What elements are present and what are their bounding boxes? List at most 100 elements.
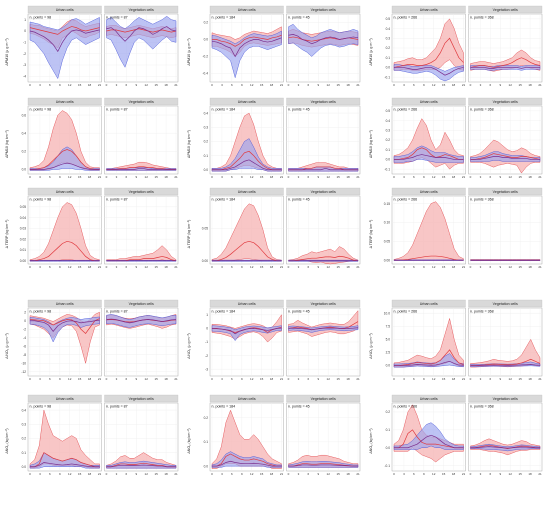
y-tick-label: 0.3	[204, 125, 209, 129]
y-tick-label: 0	[24, 319, 26, 323]
x-tick-label: 6	[490, 175, 492, 179]
x-tick-label: 21	[462, 377, 466, 381]
series-line-red	[212, 453, 282, 467]
y-axis-label: Δ TERP (kg km⁻²)	[5, 220, 9, 249]
facet-strip-label: Urban cells	[420, 8, 438, 12]
x-tick-label: 3	[298, 175, 300, 179]
x-tick-label: 9	[241, 175, 243, 179]
y-tick-label: 0	[206, 327, 208, 331]
x-tick-label: 18	[164, 83, 168, 87]
y-axis-label: ΔPM10 (kg km⁻²)	[5, 130, 9, 158]
facet-strip	[468, 394, 543, 403]
facet-strip	[27, 187, 102, 196]
y-tick-label: 0.1	[22, 451, 27, 455]
series-line-blue	[470, 446, 540, 449]
series-line-blue	[30, 319, 100, 332]
series-line-blue	[106, 318, 177, 324]
facet-strip-label: Vegetation cells	[311, 397, 336, 401]
facet-strip-label: Urban cells	[238, 397, 256, 401]
x-tick-label: 12	[250, 472, 254, 476]
n-points-label: n. points = 266	[394, 108, 418, 112]
series-line-blue	[288, 34, 359, 45]
x-tick-label: 3	[403, 83, 405, 87]
facet-strip-label: Urban cells	[238, 302, 256, 306]
x-tick-label: 12	[68, 265, 72, 269]
x-tick-label: 15	[336, 265, 340, 269]
x-tick-label: 21	[356, 83, 360, 87]
x-tick-label: 12	[432, 175, 436, 179]
series-line-red	[30, 149, 100, 170]
x-tick-label: 3	[480, 175, 482, 179]
x-tick-label: 18	[346, 175, 350, 179]
y-tick-label: 0.3	[386, 36, 391, 40]
y-tick-label: 0.0	[386, 364, 391, 368]
x-tick-label: 9	[135, 83, 137, 87]
x-tick-label: 9	[499, 83, 501, 87]
series-line-red	[393, 37, 464, 68]
x-tick-label: 12	[327, 472, 331, 476]
x-tick-label: 15	[336, 472, 340, 476]
x-tick-label: 12	[145, 472, 149, 476]
facet-strip	[391, 97, 466, 106]
y-tick-label: 0.10	[384, 221, 390, 225]
n-points-label: n. points = 98	[30, 405, 52, 409]
y-tick-label: 0.5	[386, 17, 391, 21]
y-tick-label: 5.0	[386, 338, 391, 342]
x-tick-label: 18	[270, 265, 274, 269]
x-tick-label: 0	[211, 265, 213, 269]
x-tick-label: 9	[241, 265, 243, 269]
n-points-label: n. points = 87	[106, 198, 128, 202]
x-tick-label: 9	[317, 175, 319, 179]
y-tick-label: 0.15	[384, 202, 390, 206]
series-line-blue	[106, 26, 177, 42]
x-tick-label: 15	[260, 472, 264, 476]
y-tick-label: 1	[206, 313, 208, 317]
x-tick-label: 6	[231, 265, 233, 269]
series-line-red	[106, 462, 176, 468]
x-tick-label: 15	[442, 175, 446, 179]
x-tick-label: 9	[135, 175, 137, 179]
x-tick-label: 12	[327, 175, 331, 179]
x-tick-label: 12	[509, 265, 513, 269]
series-line-blue	[470, 156, 540, 160]
x-tick-label: 21	[174, 377, 178, 381]
x-tick-label: 18	[270, 175, 274, 179]
x-tick-label: 18	[528, 83, 532, 87]
n-points-label: n. points = 184	[212, 405, 236, 409]
x-tick-label: 0	[288, 83, 290, 87]
n-points-label: n. points = 87	[106, 405, 128, 409]
facet-strip-label: Vegetation cells	[311, 190, 336, 194]
chart-panel-r1c2: ΔPM10 (μ g m⁻³) 0.2 0.0 -0.2 -0.4 Urban cells…	[187, 5, 361, 87]
facet-strip	[209, 299, 284, 308]
x-tick-label: 0	[211, 83, 213, 87]
x-tick-label: 6	[413, 83, 415, 87]
x-tick-label: 12	[432, 377, 436, 381]
x-tick-label: 3	[116, 175, 118, 179]
x-tick-label: 12	[432, 265, 436, 269]
chart-panel-r2c3: ΔPM10 (kg km⁻²) 0.5 0.4 0.3 0.2 0.1 0.0 -0.1 Urb…	[369, 97, 543, 179]
x-tick-label: 15	[518, 377, 522, 381]
y-axis-label: Δ TERP (kg km⁻²)	[369, 220, 373, 249]
series-line-red	[106, 166, 176, 170]
facet-strip	[27, 5, 102, 14]
facet-strip-label: Urban cells	[420, 100, 438, 104]
x-tick-label: 6	[308, 472, 310, 476]
series-line-blue	[106, 464, 176, 468]
facet-strip	[286, 299, 361, 308]
x-tick-label: 21	[462, 472, 466, 476]
x-tick-label: 15	[442, 265, 446, 269]
x-tick-label: 18	[88, 83, 92, 87]
n-points-label: n. points = 368	[470, 198, 494, 202]
series-line-red	[30, 240, 100, 262]
x-tick-label: 0	[470, 83, 472, 87]
facet-strip-label: Urban cells	[56, 302, 74, 306]
x-tick-label: 9	[423, 83, 425, 87]
y-tick-label: -10	[21, 361, 26, 365]
y-tick-label: -3	[23, 63, 26, 67]
n-points-label: n. points = 45	[288, 16, 310, 20]
series-line-red	[288, 463, 358, 467]
y-axis-label: Δ NO₂ (μ g m⁻³)	[369, 333, 373, 359]
n-points-label: n. points = 87	[106, 310, 128, 314]
facet-strip-label: Vegetation cells	[129, 100, 154, 104]
n-points-label: n. points = 98	[30, 16, 52, 20]
